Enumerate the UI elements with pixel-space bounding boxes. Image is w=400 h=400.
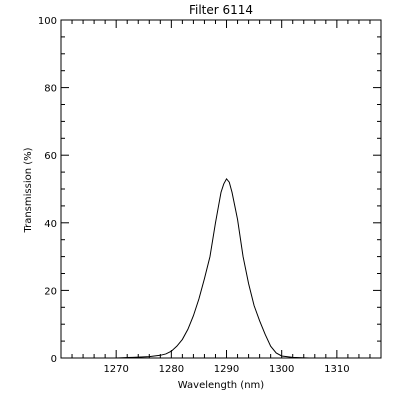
chart-title: Filter 6114 xyxy=(189,3,253,17)
y-tick-label: 0 xyxy=(51,354,57,365)
y-axis-label: Transmission (%) xyxy=(23,147,34,233)
plot-area-frame xyxy=(60,19,382,359)
x-tick-label: 1270 xyxy=(103,364,128,375)
x-tick-label: 1280 xyxy=(159,364,184,375)
x-axis-label: Wavelength (nm) xyxy=(178,380,264,391)
x-tick-label: 1300 xyxy=(269,364,294,375)
series-line xyxy=(61,177,381,359)
y-tick-label: 60 xyxy=(44,151,57,162)
y-tick-label: 20 xyxy=(44,286,57,297)
x-tick-label: 1310 xyxy=(324,364,349,375)
y-tick-label: 80 xyxy=(44,84,57,95)
y-tick-label: 100 xyxy=(38,16,57,27)
x-tick-label: 1290 xyxy=(214,364,239,375)
y-tick-label: 40 xyxy=(44,219,57,230)
